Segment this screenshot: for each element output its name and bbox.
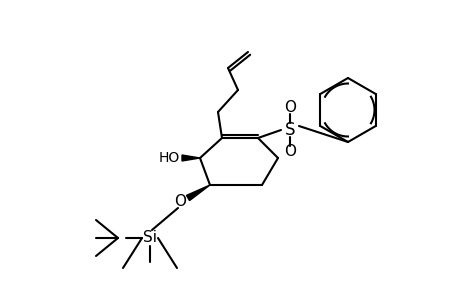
Polygon shape [182, 155, 200, 161]
Text: Si: Si [143, 230, 157, 245]
Text: S: S [284, 121, 295, 139]
Text: O: O [174, 194, 185, 209]
Text: HO: HO [158, 151, 179, 165]
Text: O: O [283, 100, 295, 116]
Polygon shape [186, 185, 210, 201]
Text: O: O [283, 145, 295, 160]
